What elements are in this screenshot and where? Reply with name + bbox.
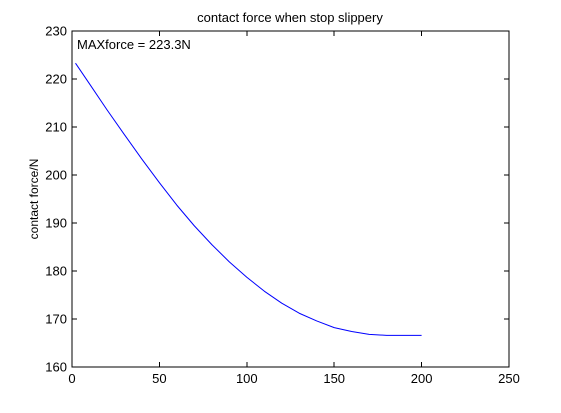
plot-area: 0 50 100 150 200 250 160 170 180 190 200 210 220 230 M… [45,24,520,387]
max-force-annotation: MAXforce = 223.3N [77,37,191,52]
y-axis-label: contact force/N [27,159,41,240]
y-tick-label: 230 [45,24,67,39]
axes-frame [71,30,510,368]
x-tick-label: 100 [236,371,258,386]
y-tick-label: 200 [45,168,67,183]
y-tick-label: 170 [45,312,67,327]
chart-title: contact force when stop slippery [197,10,383,25]
y-tick-label: 180 [45,264,67,279]
y-tick-label: 210 [45,120,67,135]
x-tick-label: 0 [68,371,75,386]
x-tick-label: 150 [323,371,345,386]
y-tick-label: 160 [45,360,67,375]
x-tick-label: 200 [411,371,433,386]
x-tick-label: 50 [152,371,166,386]
y-tick-label: 220 [45,72,67,87]
x-tick-label: 250 [498,371,520,386]
series-line [75,62,422,336]
y-tick-label: 190 [45,216,67,231]
